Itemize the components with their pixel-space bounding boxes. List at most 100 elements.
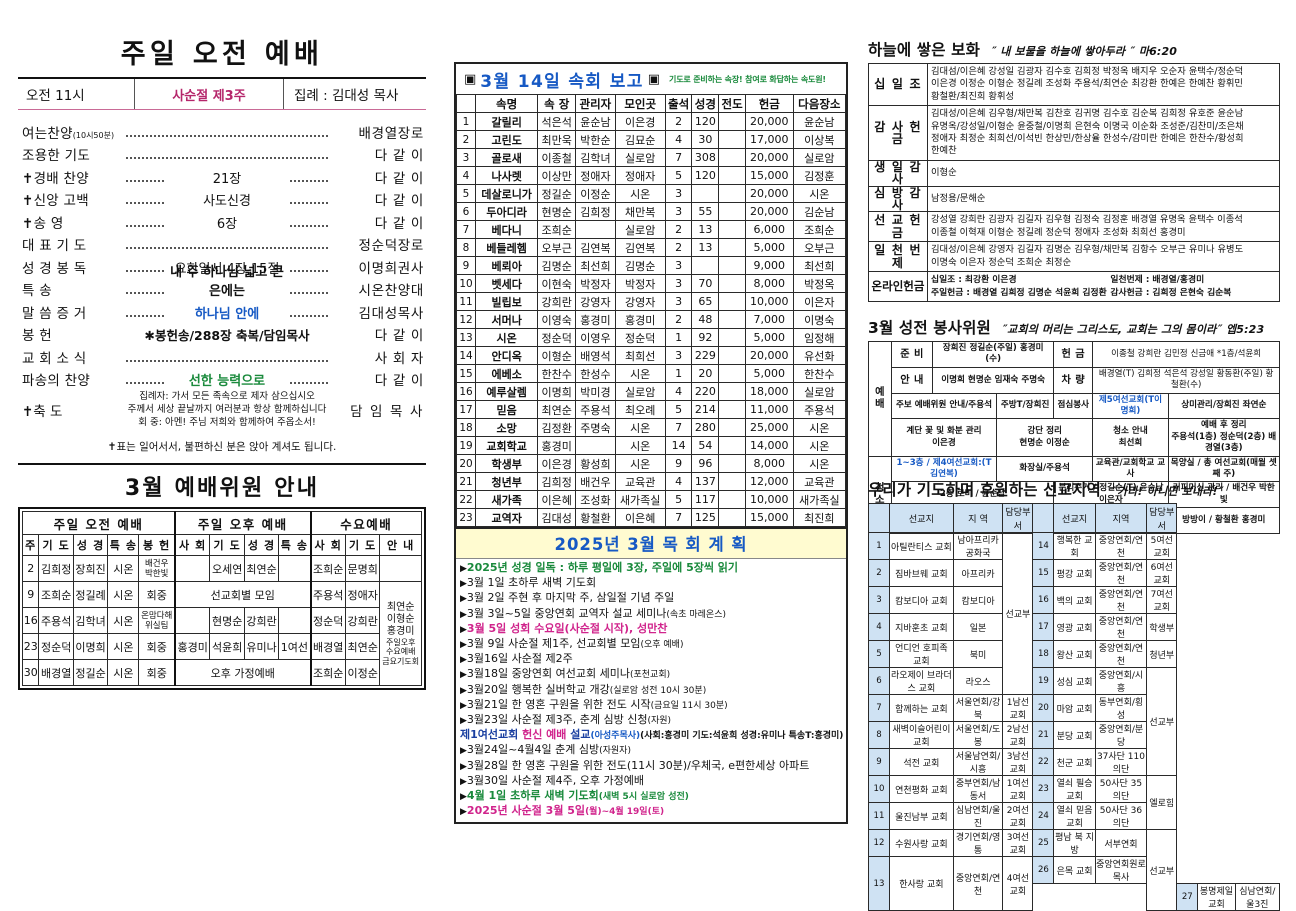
cell: 2 — [664, 310, 693, 329]
mission-title: 우리가 기도하며 후원하는 선교지역 — [868, 481, 1101, 499]
order-who: 다 같 이 — [374, 328, 424, 344]
cell: 시온 — [107, 581, 140, 609]
cell: 김학녀 — [575, 148, 616, 167]
mission-region: 아프리카 — [952, 559, 1004, 587]
committee-col: 사 회 — [173, 534, 211, 557]
table-row: 30 배경열 정길순 시온 회중 오후 가정예배 조희순 이정순 — [21, 659, 422, 687]
cell: 조희순 — [38, 581, 74, 609]
offering-title: 하늘에 쌓은 보화 — [868, 41, 981, 59]
worship-order-list: 여는찬양(10시50분) 배경열장로 조용한 기도 다 같 이 ✝경배 찬양 21장 다 같… — [22, 119, 424, 390]
cell: 5 — [664, 490, 693, 509]
table-row: 1 갈릴리 석은석 윤순남 이은경 2 120 20,000 윤순남 — [456, 112, 847, 131]
cell: 조희순 — [309, 555, 346, 583]
cell-col-header: 모인곳 — [614, 94, 666, 113]
table-row: 9 베뢰아 김명순 최선희 김명순 3 9,000 최선희 — [456, 256, 847, 275]
mission-region: 동부연회/횡성 — [1094, 694, 1148, 722]
order-label: ✝경배 찬양 — [22, 170, 89, 187]
cell: 17,000 — [744, 130, 794, 149]
cell: 229 — [691, 346, 720, 365]
cell: 배경열 — [38, 659, 74, 687]
cell: 이은자 — [792, 292, 847, 311]
offering-verse: ˝ 내 보물을 하늘에 쌓아두라 ˝ 마6:20 — [990, 45, 1178, 58]
cell: 이정순 — [575, 184, 616, 203]
mission-dept: 선교부 — [1146, 829, 1178, 911]
cell: 이은혜 — [614, 508, 666, 527]
cell: 김명순 — [614, 256, 666, 275]
cell: 조성화 — [575, 490, 616, 509]
cell: 골로새 — [474, 148, 539, 167]
service-value: 이명희 현명순 임재숙 주명숙 — [931, 366, 1055, 394]
cell: 1 — [456, 112, 476, 131]
mission-name: 짐바브웨 교회 — [889, 559, 954, 587]
cell: 280 — [691, 418, 720, 437]
service-block: 계단 꽃 및 화분 관리 이은경 — [891, 418, 997, 457]
cell: 주용석 — [575, 400, 616, 419]
cell — [173, 555, 211, 583]
cell: 채만복 — [614, 202, 666, 221]
mission-dept: 선교부 — [1002, 532, 1034, 695]
cell — [173, 607, 211, 635]
table-row: 10 벳세다 이현숙 박정자 박정자 3 70 8,000 박정옥 — [456, 274, 847, 293]
service-block: 청소 안내 최선희 — [1092, 418, 1169, 457]
cell: 김순남 — [792, 202, 847, 221]
mission-name: 석전 교회 — [889, 748, 954, 776]
cell: 오후 가정예배 — [173, 659, 311, 687]
cell: 에베소 — [474, 364, 539, 383]
service-value: 장희진 정길순(주일) 홍경미(수) — [931, 341, 1055, 368]
mission-region: 서울연회/강북 — [952, 694, 1004, 722]
cell-col-header: 성경 — [691, 94, 720, 113]
cell: 회중 — [138, 581, 176, 609]
mission-name: 분당 교회 — [1053, 721, 1096, 749]
cell: 안디옥 — [474, 346, 539, 365]
cell: 96 — [691, 454, 720, 473]
cell: 유선화 — [792, 346, 847, 365]
offering-names: 남정용/문해순 — [927, 185, 1280, 213]
plan-item: ▶3월24일~4월4일 춘계 심방(자원자) — [460, 743, 631, 757]
service-block: 예배 후 정리 주용석(1층) 정순덕(2층) 배경열(3층) — [1167, 418, 1281, 457]
cell: 1 — [664, 364, 693, 383]
cell: 최선희 — [792, 256, 847, 275]
table-row: 12 수원사랑 교회 경기연회/영통 3여선교회 25 평남 북 지방 서부연회 선교부 — [868, 829, 1280, 911]
cell: 이형순 — [537, 346, 577, 365]
cell-col-header: 속명 — [474, 94, 539, 113]
cell: 청년부 — [474, 472, 539, 491]
service-value: 배경열(T) 김희정 석은석 강성일 황동환(주일) 황철환(수) — [1092, 366, 1280, 394]
cell: 정애자 — [344, 581, 381, 609]
cell: 15,000 — [744, 508, 794, 527]
cell — [718, 310, 746, 329]
cell: 시온 — [107, 659, 140, 687]
cell: 시온 — [792, 454, 847, 473]
mission-col-header — [868, 503, 890, 533]
order-value: 사도신경 — [203, 194, 251, 209]
service-row: 안 내 이명희 현명순 임재숙 주명숙 차 량 배경열(T) 김희정 석은석 강성일 … — [869, 366, 1280, 394]
cell: 120 — [691, 166, 720, 185]
cell: 실로암 — [614, 382, 666, 401]
table-row: 9 조희순 정길례 시온 회중 선교회별 모임 주용석 정애자 최연순 이형순 홍경미 주일오후 수요예… — [21, 581, 422, 687]
order-value: ✱봉헌송/288장 축복/담임목사 — [144, 328, 310, 343]
table-row: 9 석전 교회 서울남연회/시흥 3남선교회 22 천군 교회 37사단 110의단 — [868, 748, 1280, 776]
cell: 시온 — [614, 436, 666, 455]
benediction-label: ✝축 도 — [22, 404, 63, 421]
committee-title: 3월 예배위원 안내 — [124, 476, 320, 502]
cell: 5 — [456, 184, 476, 203]
mission-index: 27 — [1176, 883, 1199, 911]
committee-col: 주 — [21, 534, 40, 557]
order-label: 봉 헌 — [22, 328, 52, 344]
table-row: 20 학생부 이은경 황성희 시온 9 96 8,000 시온 — [456, 454, 847, 473]
clean-value: 방방이 / 황철환 홍경미 — [1167, 507, 1281, 535]
cell — [718, 454, 746, 473]
cell: 최오례 — [614, 400, 666, 419]
offering-row: 선 교 헌 금 강성열 강희란 김광자 김길자 김우형 김정숙 김정훈 배경열 유… — [868, 211, 1280, 243]
cell: 정길순 — [72, 659, 109, 687]
cell: 220 — [691, 382, 720, 401]
mission-index: 18 — [1032, 640, 1055, 668]
cell: 데살로니가 — [474, 184, 539, 203]
offering-title-row: 하늘에 쌓은 보화 ˝ 내 보물을 하늘에 쌓아두라 ˝ 마6:20 — [868, 38, 1280, 60]
worship-order-row: ✝신앙 고백 사도신경 다 같 이 — [22, 187, 424, 209]
table-row: 21 청년부 김희정 배건우 교육관 4 137 12,000 교육관 — [456, 472, 847, 491]
order-label: 대 표 기 도 — [22, 238, 87, 254]
worship-order-row: 여는찬양(10시50분) 배경열장로 — [22, 119, 424, 142]
cell: 1여선 — [278, 633, 311, 661]
